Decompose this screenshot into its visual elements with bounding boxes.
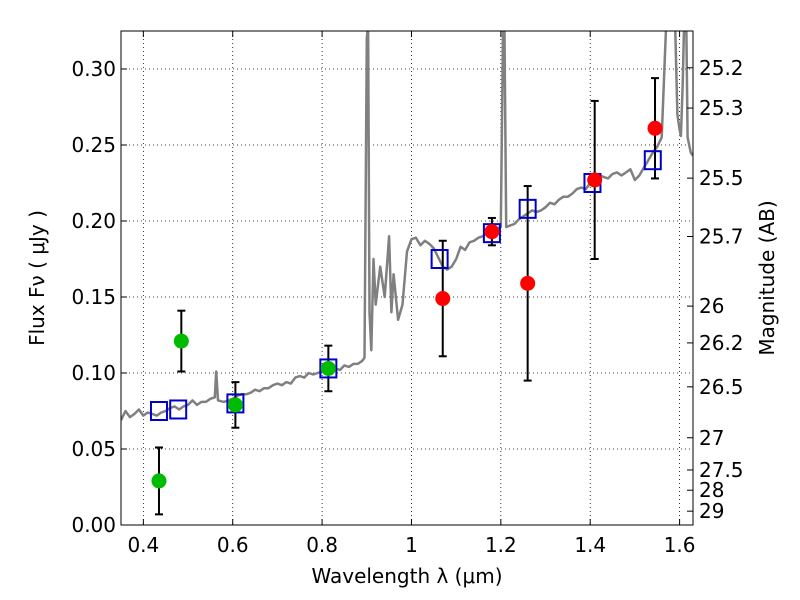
model-square-marker: [169, 399, 188, 420]
right-tick-label: 26: [699, 294, 724, 318]
data-point-circle: [320, 360, 336, 376]
model-square-marker: [149, 401, 168, 421]
y-tick-label: 0.30: [71, 57, 116, 81]
x-tick-label: 1: [405, 533, 418, 557]
y-tick-label: 0.25: [71, 133, 116, 157]
right-tick-label: 25.2: [699, 56, 744, 80]
y-tick-label: 0.10: [71, 361, 116, 385]
x-tick-label: 1.6: [664, 533, 696, 557]
y-axis-title: Flux Fν ( μJy ): [25, 210, 49, 346]
x-tick-label: 0.8: [306, 533, 338, 557]
data-point-circle: [520, 275, 536, 291]
x-tick-label: 1.2: [485, 533, 517, 557]
y-tick-label: 0.00: [71, 513, 116, 537]
grid: [121, 31, 693, 526]
x-tick-label: 0.6: [217, 533, 249, 557]
spectrum-line: [121, 31, 693, 421]
right-tick-label: 29: [699, 499, 724, 523]
plot-frame: [120, 30, 694, 526]
right-tick-label: 25.5: [699, 166, 744, 190]
right-tick-label: 25.7: [699, 225, 744, 249]
data-point-circle: [484, 224, 500, 240]
data-point-circle: [227, 397, 243, 413]
tick-layer: [121, 31, 693, 526]
x-tick-labels: 0.4 0.6 0.8 1 1.2 1.4 1.6: [127, 533, 695, 557]
x-tick-label: 1.4: [574, 533, 606, 557]
model-square-marker: [518, 198, 537, 219]
data-point-circle: [435, 291, 451, 307]
right-tick-label: 27: [699, 426, 724, 450]
errorbar-layer: [154, 77, 660, 516]
y-tick-labels: 0.00 0.05 0.10 0.15 0.20 0.25 0.30: [71, 57, 116, 537]
right-tick-label: 26.2: [699, 331, 744, 355]
model-square-marker: [643, 150, 662, 171]
right-axis-title: Magnitude (AB): [755, 200, 779, 355]
right-tick-label: 27.5: [699, 458, 744, 482]
model-square-marker: [430, 249, 449, 269]
data-point-circle: [647, 120, 663, 136]
y-tick-label: 0.20: [71, 209, 116, 233]
x-tick-label: 0.4: [127, 533, 159, 557]
y-tick-label: 0.15: [71, 285, 116, 309]
data-point-circle: [587, 172, 603, 188]
marker-layer: [149, 120, 663, 489]
right-tick-label: 26.5: [699, 375, 744, 399]
y-tick-label: 0.05: [71, 437, 116, 461]
data-point-circle: [173, 333, 189, 349]
right-tick-label: 25.3: [699, 96, 744, 120]
data-point-circle: [151, 473, 167, 489]
model-square-marker: [319, 358, 338, 379]
x-axis-title: Wavelength λ (μm): [311, 564, 502, 588]
right-tick-label: 28: [699, 478, 724, 502]
spectrum-layer: [121, 31, 693, 421]
